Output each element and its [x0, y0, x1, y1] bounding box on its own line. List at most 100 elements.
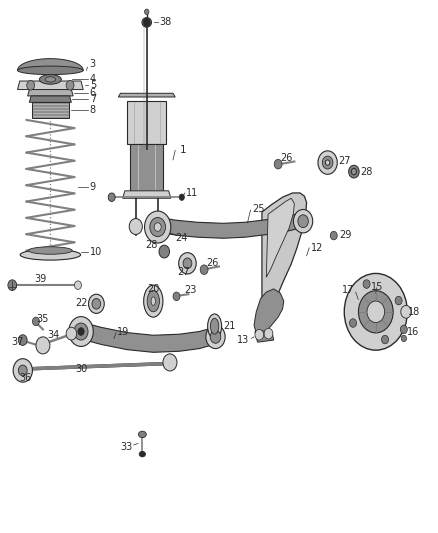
Text: 16: 16	[407, 327, 420, 336]
Text: 19: 19	[117, 327, 130, 336]
Polygon shape	[18, 59, 83, 70]
Text: 27: 27	[339, 156, 351, 166]
Text: 8: 8	[90, 106, 96, 115]
Circle shape	[330, 231, 337, 240]
Circle shape	[108, 193, 115, 201]
Text: 34: 34	[47, 330, 60, 340]
Text: 28: 28	[145, 240, 158, 250]
Circle shape	[401, 335, 406, 342]
Text: 17: 17	[342, 286, 354, 295]
Text: 39: 39	[34, 274, 46, 284]
Circle shape	[92, 298, 101, 309]
Polygon shape	[262, 193, 307, 336]
Text: 36: 36	[20, 374, 32, 383]
Ellipse shape	[39, 75, 61, 84]
Circle shape	[154, 223, 161, 231]
Text: 20: 20	[147, 284, 159, 294]
Polygon shape	[255, 330, 274, 342]
Circle shape	[66, 80, 74, 90]
Polygon shape	[81, 322, 215, 352]
Circle shape	[274, 159, 282, 169]
Text: 22: 22	[75, 298, 88, 308]
Text: 26: 26	[281, 154, 293, 163]
Circle shape	[210, 330, 221, 343]
Text: 7: 7	[90, 94, 96, 104]
Text: 23: 23	[184, 285, 196, 295]
Text: 27: 27	[178, 267, 190, 277]
Text: 25: 25	[252, 204, 265, 214]
Circle shape	[400, 325, 407, 334]
Text: 13: 13	[237, 335, 250, 344]
Polygon shape	[32, 102, 69, 118]
Circle shape	[401, 305, 411, 318]
Polygon shape	[123, 191, 171, 198]
Circle shape	[179, 194, 184, 200]
Text: 5: 5	[90, 80, 96, 90]
Circle shape	[145, 9, 149, 14]
Circle shape	[206, 325, 225, 349]
Circle shape	[255, 329, 264, 340]
Circle shape	[143, 18, 150, 27]
Circle shape	[78, 328, 84, 335]
Ellipse shape	[144, 285, 163, 317]
Polygon shape	[127, 101, 166, 144]
Ellipse shape	[20, 249, 81, 260]
Circle shape	[69, 317, 93, 346]
Ellipse shape	[138, 431, 146, 438]
Circle shape	[32, 317, 39, 326]
Circle shape	[74, 281, 81, 289]
Circle shape	[358, 290, 393, 333]
Polygon shape	[118, 93, 175, 97]
Polygon shape	[266, 198, 294, 277]
Circle shape	[179, 253, 196, 274]
Polygon shape	[29, 96, 71, 102]
Circle shape	[349, 165, 359, 178]
Ellipse shape	[142, 18, 152, 27]
Circle shape	[344, 273, 407, 350]
Circle shape	[88, 294, 104, 313]
Polygon shape	[18, 81, 83, 90]
Text: 12: 12	[311, 243, 323, 253]
Ellipse shape	[147, 290, 159, 312]
Circle shape	[27, 80, 35, 90]
Circle shape	[173, 292, 180, 301]
Ellipse shape	[18, 66, 83, 75]
Text: 29: 29	[339, 230, 352, 239]
Text: 9: 9	[90, 182, 96, 191]
Text: 37: 37	[12, 337, 24, 347]
Circle shape	[183, 258, 192, 269]
Ellipse shape	[45, 77, 56, 82]
Circle shape	[200, 265, 208, 274]
Text: 6: 6	[90, 88, 96, 98]
Circle shape	[367, 301, 385, 322]
Circle shape	[363, 280, 370, 288]
Text: 28: 28	[360, 167, 372, 176]
Ellipse shape	[210, 318, 219, 334]
Circle shape	[318, 151, 337, 174]
Circle shape	[151, 219, 164, 235]
Text: 1: 1	[180, 146, 186, 155]
Circle shape	[159, 245, 170, 258]
Ellipse shape	[208, 314, 222, 338]
Text: 11: 11	[186, 188, 198, 198]
Circle shape	[145, 211, 171, 243]
Circle shape	[264, 328, 273, 339]
Text: 26: 26	[206, 259, 219, 268]
Circle shape	[13, 359, 32, 382]
Circle shape	[298, 215, 308, 228]
Text: 18: 18	[408, 307, 420, 317]
Ellipse shape	[28, 247, 72, 254]
Circle shape	[36, 337, 50, 354]
Circle shape	[8, 280, 17, 290]
Circle shape	[150, 217, 166, 237]
Circle shape	[163, 354, 177, 371]
Circle shape	[74, 323, 88, 340]
Text: 38: 38	[159, 17, 171, 27]
Circle shape	[293, 209, 313, 233]
Circle shape	[395, 296, 402, 305]
Circle shape	[381, 335, 389, 344]
Polygon shape	[254, 289, 284, 336]
Polygon shape	[130, 144, 163, 192]
Circle shape	[129, 219, 142, 235]
Text: 30: 30	[75, 364, 87, 374]
